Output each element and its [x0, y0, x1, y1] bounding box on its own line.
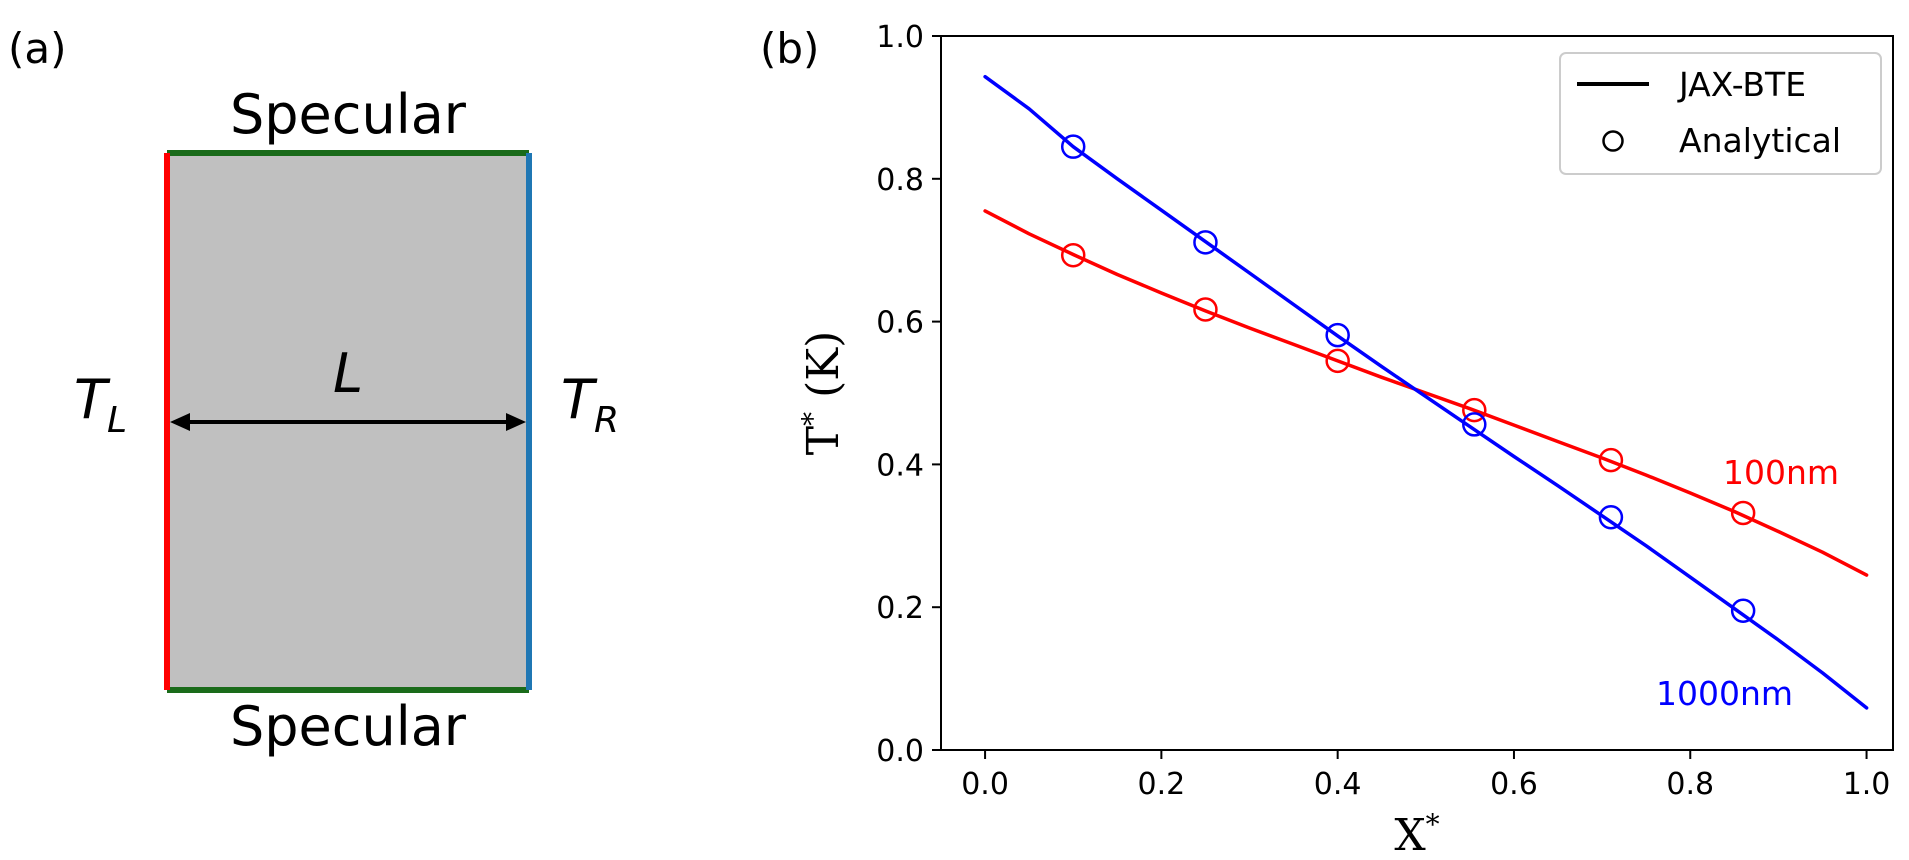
- y-tick-label: 0.0: [876, 734, 924, 769]
- panel-b-chart: (b) 0.0 0.2 0.4 0.6 0.8 1.0 0.0 0.2 0.4 0.6 0.8 1.0…: [760, 20, 1894, 860]
- x-tick-label: 0.6: [1490, 767, 1538, 802]
- top-boundary-label: Specular: [230, 83, 467, 146]
- series-line-100nm: [983, 209, 1869, 577]
- panel-a-label: (a): [8, 24, 67, 73]
- length-arrow: [170, 413, 526, 431]
- panel-a-schematic: (a) Specular Specular L TL TR: [8, 24, 619, 758]
- length-label: L: [333, 342, 363, 405]
- series-line-1000nm: [983, 74, 1869, 710]
- annotation-100nm: 100nm: [1723, 453, 1839, 492]
- bottom-boundary-label: Specular: [230, 695, 467, 758]
- x-tick-label: 0.2: [1138, 767, 1186, 802]
- x-tick-label: 0.4: [1314, 767, 1362, 802]
- legend: JAX-BTE Analytical: [1559, 52, 1882, 175]
- marker-1000nm: [1598, 504, 1624, 530]
- x-tick-label: 0.8: [1666, 767, 1714, 802]
- legend-marker-swatch: [1602, 130, 1624, 152]
- legend-marker-label: Analytical: [1679, 121, 1841, 160]
- y-tick-label: 1.0: [876, 20, 924, 55]
- y-axis-label: T* (K): [796, 331, 849, 456]
- marker-100nm: [1730, 500, 1756, 526]
- marker-100nm: [1060, 242, 1086, 268]
- y-tick-label: 0.2: [876, 591, 924, 626]
- x-tick-label: 1.0: [1843, 767, 1891, 802]
- plot-area: 0.0 0.2 0.4 0.6 0.8 1.0 0.0 0.2 0.4 0.6 0.8 1.0: [876, 20, 1890, 802]
- y-tick-label: 0.6: [876, 306, 924, 341]
- marker-1000nm: [1462, 412, 1487, 437]
- panel-b-label: (b): [760, 24, 819, 73]
- x-tick-label: 0.0: [961, 767, 1009, 802]
- legend-line-label: JAX-BTE: [1677, 65, 1806, 104]
- marker-100nm: [1325, 348, 1350, 374]
- y-tick-label: 0.8: [876, 163, 924, 198]
- annotation-1000nm: 1000nm: [1656, 674, 1793, 713]
- marker-100nm: [1193, 297, 1218, 322]
- left-temperature-label: TL: [74, 368, 127, 441]
- marker-1000nm: [1325, 322, 1350, 348]
- marker-1000nm: [1730, 598, 1756, 624]
- marker-100nm: [1462, 397, 1487, 423]
- x-axis-label: X*: [1394, 808, 1439, 860]
- right-temperature-label: TR: [561, 368, 619, 441]
- y-tick-label: 0.4: [876, 448, 924, 483]
- marker-1000nm: [1060, 134, 1086, 159]
- axes-frame: [940, 35, 1894, 751]
- marker-1000nm: [1193, 230, 1218, 255]
- marker-100nm: [1598, 447, 1624, 473]
